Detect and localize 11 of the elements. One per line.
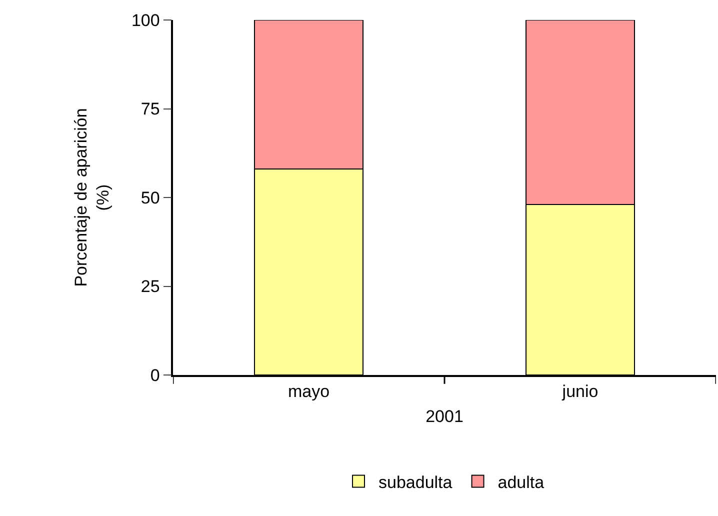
x-tick-label: mayo [288, 382, 330, 402]
x-axis-title: 2001 [426, 407, 464, 426]
legend-label: adulta [498, 472, 545, 492]
x-tick-label: junio [561, 382, 598, 402]
y-axis-title: Porcentaje de aparición (%) [71, 108, 113, 287]
y-tick-label: 100 [131, 10, 160, 30]
y-tick-label: 75 [140, 100, 160, 119]
y-tick-label: 0 [150, 366, 160, 385]
y-tick-label: 50 [140, 188, 160, 208]
y-tick-label: 25 [140, 277, 160, 296]
legend-label: subadulta [378, 472, 453, 492]
